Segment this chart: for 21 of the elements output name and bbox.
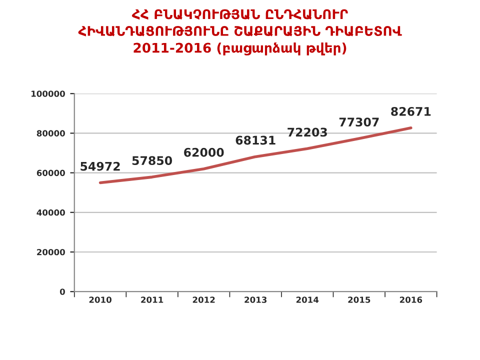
data-label: 72203 xyxy=(288,128,327,137)
y-tick-label: 60000 xyxy=(36,170,65,176)
y-tick-label: 0 xyxy=(60,288,65,295)
data-label: 62000 xyxy=(184,148,224,157)
x-tick-label: 2013 xyxy=(244,296,267,303)
y-tick-label: 80000 xyxy=(36,130,65,136)
data-label: 77307 xyxy=(339,118,379,127)
data-label: 68131 xyxy=(236,136,276,145)
x-tick-label: 2011 xyxy=(141,296,164,303)
x-tick-label: 2016 xyxy=(400,296,422,303)
x-tick-label: 2014 xyxy=(296,296,319,303)
data-label: 54972 xyxy=(80,162,120,171)
data-label: 82671 xyxy=(391,106,431,116)
x-tick-label: 2015 xyxy=(348,296,370,303)
x-tick-label: 2012 xyxy=(192,296,215,303)
y-tick-label: 20000 xyxy=(37,248,65,256)
data-label: 57850 xyxy=(132,156,172,166)
y-tick-label: 40000 xyxy=(36,209,65,216)
y-tick-label: 100000 xyxy=(32,90,65,97)
chart-title: ՀՀ ԲՆԱԿՉՈՒԹՅԱՆ ԸՆԴՀԱՆՈՒՐ ՀԻՎԱՆԴԱՑՈՒԹՅՈՒՆԸ ՇԱՔԱՐԱՅԻՆ ԴԻԱԲԵՏՈՎ 2011-2016 (բացարձակ թվեր) xyxy=(78,9,402,56)
x-tick-label: 2010 xyxy=(89,296,112,303)
